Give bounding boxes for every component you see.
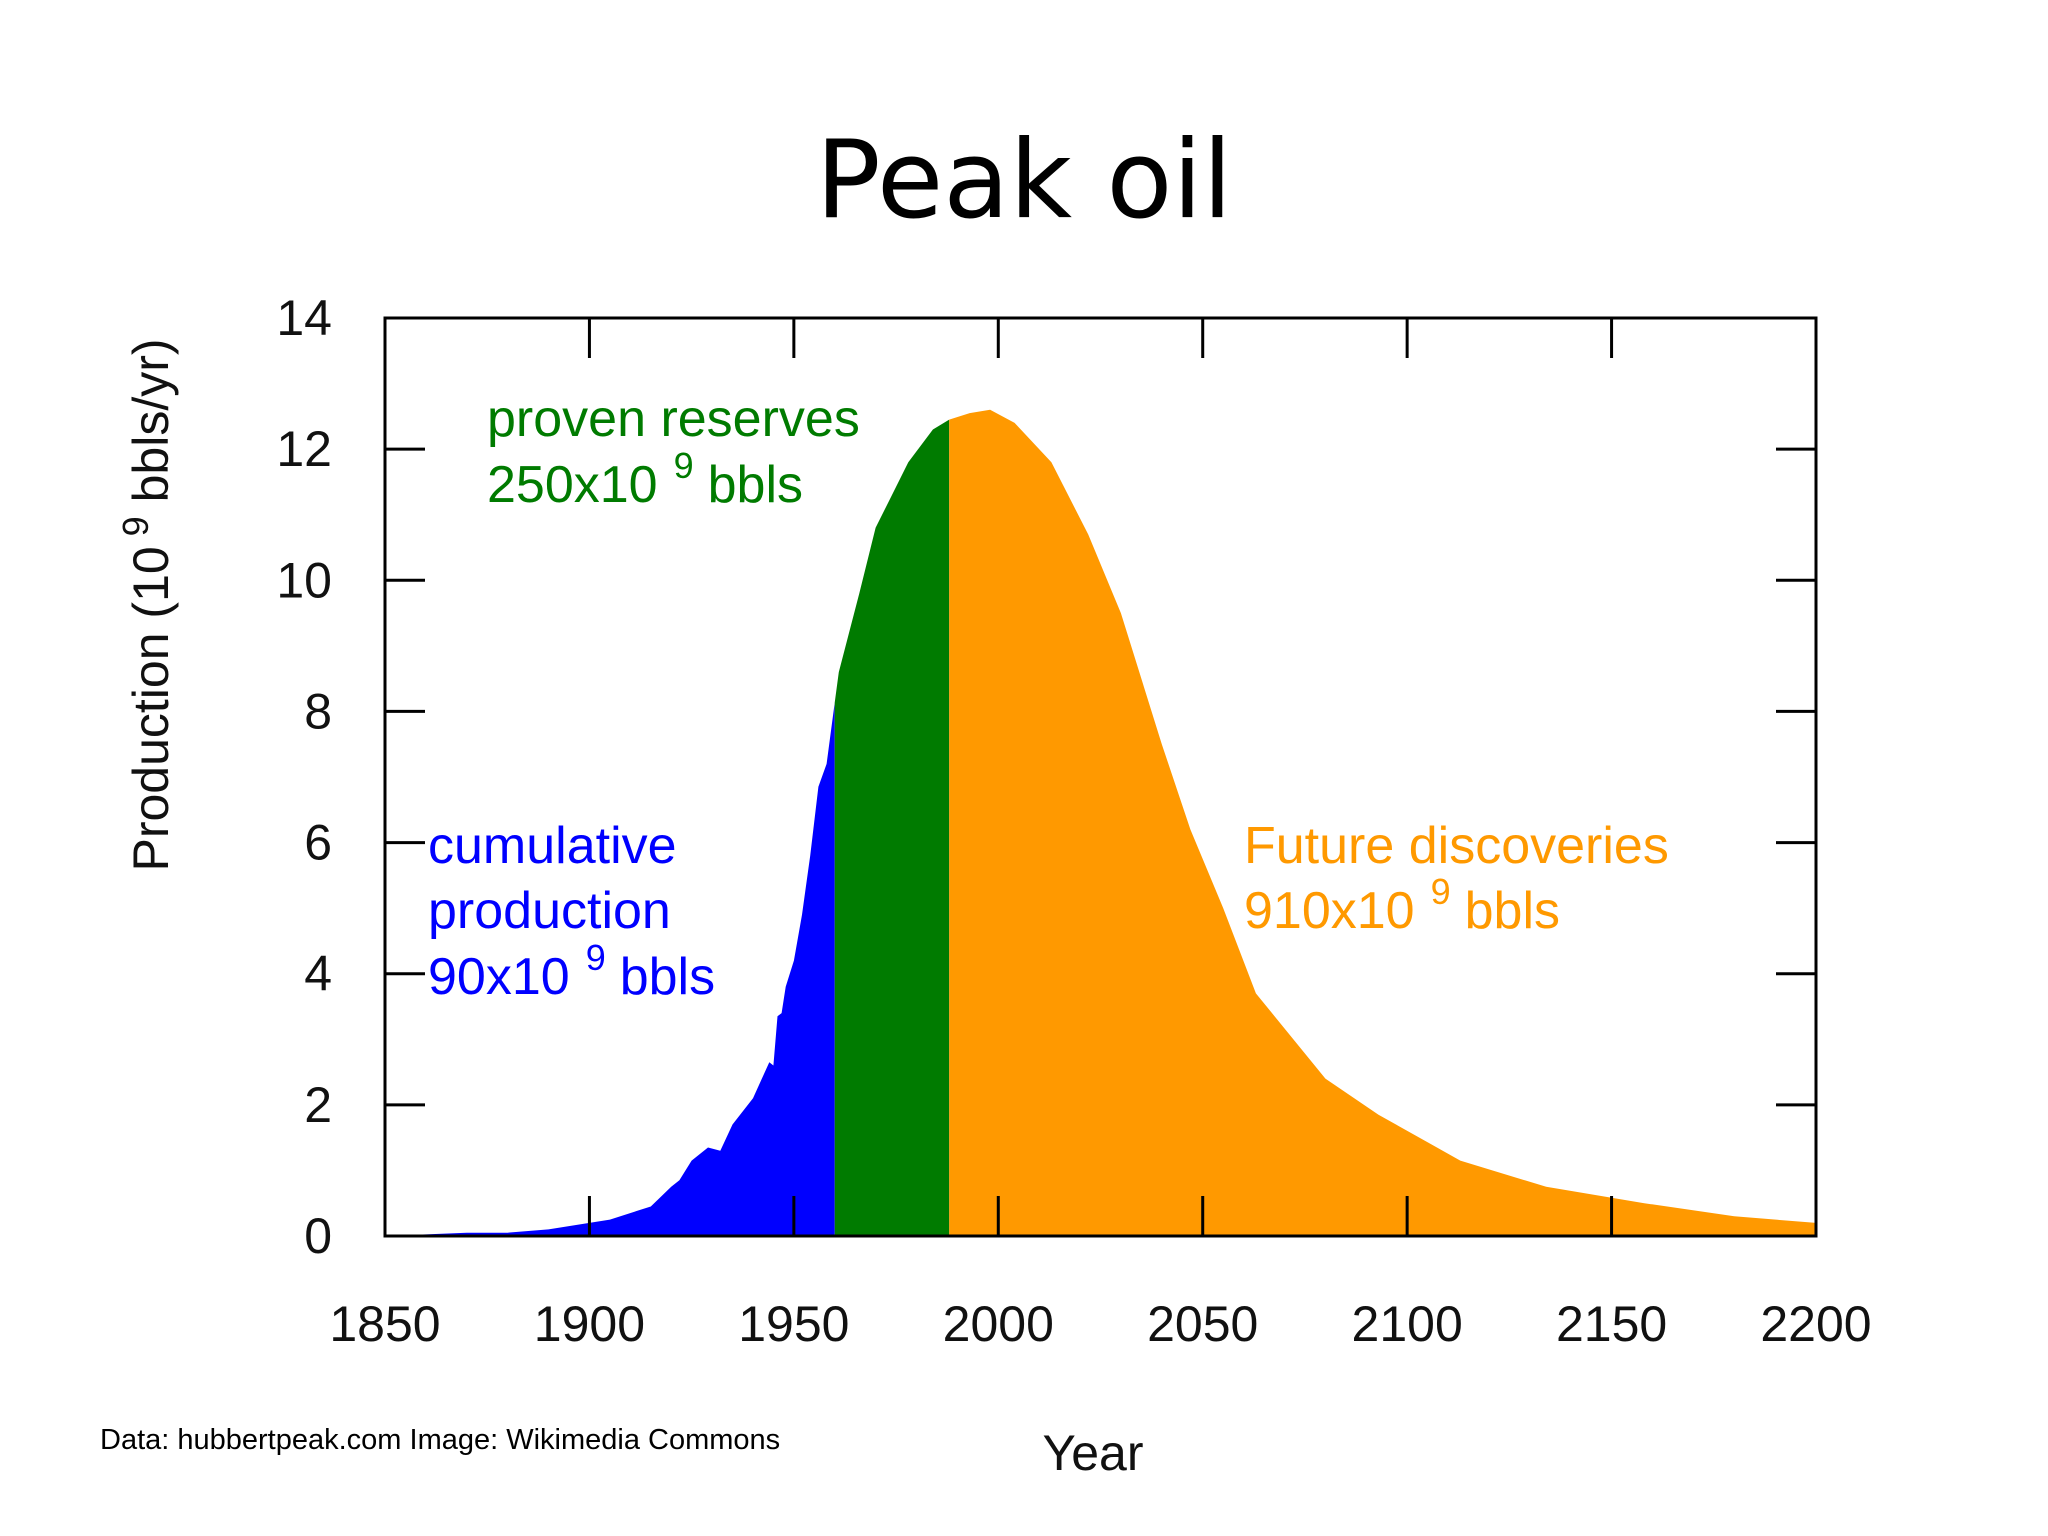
y-tick-label-0: 0 — [304, 1208, 332, 1264]
image-credit: Data: hubbertpeak.com Image: Wikimedia C… — [100, 1424, 781, 1456]
cumulative-sup: 9 — [586, 937, 606, 978]
cumulative-line3: 90x10 9 bbls — [428, 937, 715, 1006]
area-future-discoveries — [949, 409, 1816, 1236]
y-tick-labels: 0 2 4 6 8 10 12 14 — [276, 290, 332, 1264]
proven-reserves-annotation: proven reserves 250x10 9 bbls — [487, 390, 860, 514]
x-tick-label-2100: 2100 — [1352, 1296, 1463, 1352]
future-amount: 910x10 — [1244, 882, 1415, 940]
cumulative-line2: production — [428, 882, 671, 940]
y-axis-title-sup: 9 — [115, 516, 156, 536]
future-unit: bbls — [1465, 882, 1560, 940]
y-tick-label-14: 14 — [276, 290, 332, 346]
cumulative-amount: 90x10 — [428, 948, 570, 1006]
y-axis-title-main: Production (10 — [123, 546, 179, 871]
future-sup: 9 — [1431, 871, 1451, 912]
proven-line1: proven reserves — [487, 390, 860, 448]
cumulative-line1: cumulative — [428, 817, 677, 875]
x-tick-label-1850: 1850 — [329, 1296, 440, 1352]
area-cumulative-production — [385, 702, 835, 1236]
x-tick-label-1900: 1900 — [534, 1296, 645, 1352]
area-series-group — [385, 409, 1816, 1237]
proven-sup: 9 — [674, 445, 694, 486]
x-tick-label-2150: 2150 — [1556, 1296, 1667, 1352]
x-axis-title: Year — [1042, 1425, 1143, 1481]
proven-amount: 250x10 — [487, 456, 658, 514]
proven-unit: bbls — [708, 456, 803, 514]
plot-frame — [383, 316, 1818, 1238]
y-tick-label-2: 2 — [304, 1077, 332, 1133]
y-axis-title: Production (10 9 bbls/yr) — [115, 338, 179, 871]
y-tick-label-8: 8 — [304, 683, 332, 739]
x-tick-labels: 1850 1900 1950 2000 2050 2100 2150 2200 — [329, 1296, 1871, 1352]
y-tick-label-12: 12 — [276, 421, 332, 477]
x-tick-label-1950: 1950 — [738, 1296, 849, 1352]
y-axis-title-tail: bbls/yr) — [123, 338, 179, 516]
x-tick-label-2200: 2200 — [1760, 1296, 1871, 1352]
slide-title: Peak oil — [815, 118, 1233, 243]
future-line2: 910x10 9 bbls — [1244, 871, 1560, 940]
cumulative-production-annotation: cumulative production 90x10 9 bbls — [428, 817, 715, 1006]
y-tick-label-4: 4 — [304, 946, 332, 1002]
tick-marks — [383, 316, 1818, 1238]
proven-line2: 250x10 9 bbls — [487, 445, 803, 514]
x-tick-label-2000: 2000 — [943, 1296, 1054, 1352]
area-proven-reserves — [834, 419, 950, 1237]
future-discoveries-annotation: Future discoveries 910x10 9 bbls — [1244, 817, 1669, 940]
future-line1: Future discoveries — [1244, 817, 1669, 875]
x-tick-label-2050: 2050 — [1147, 1296, 1258, 1352]
y-tick-label-6: 6 — [304, 815, 332, 871]
y-tick-label-10: 10 — [276, 552, 332, 608]
cumulative-unit: bbls — [620, 948, 715, 1006]
